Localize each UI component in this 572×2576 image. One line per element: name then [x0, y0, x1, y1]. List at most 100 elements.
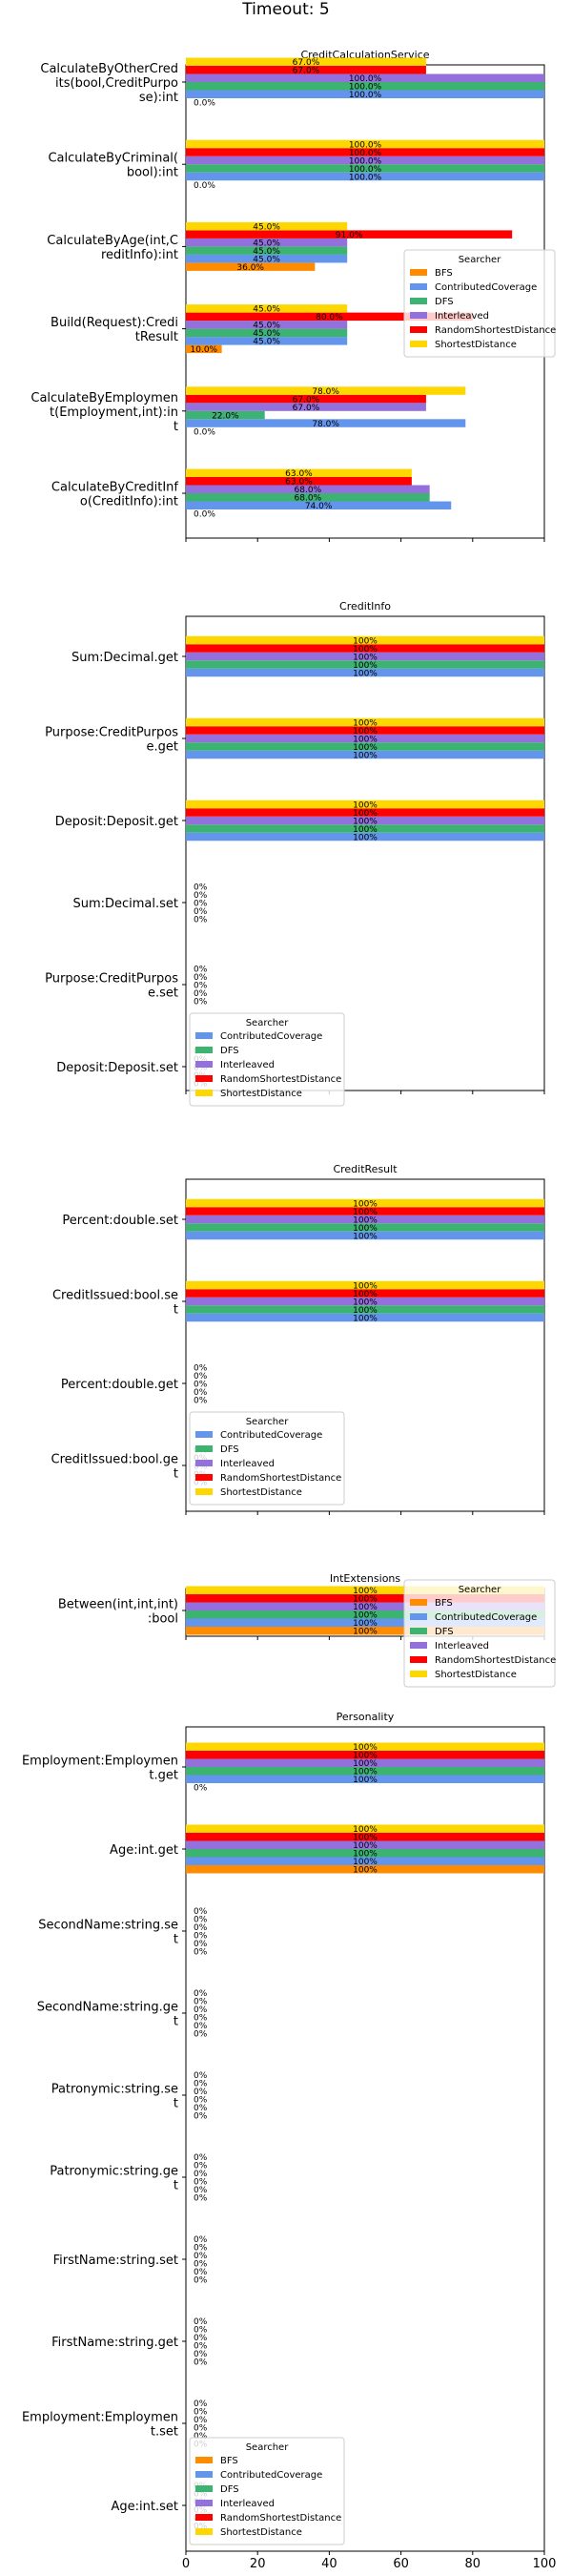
bar-value-label: 0% — [194, 2334, 208, 2343]
y-tick-label: reditInfo):int — [101, 248, 178, 262]
y-tick-label: Purpose:CreditPurpos — [45, 726, 178, 740]
legend-box — [189, 1012, 345, 1107]
bar-value-label: 0% — [194, 1998, 208, 2007]
legend-swatch-contributed-coverage — [195, 1431, 213, 1438]
legend-swatch-dfs — [195, 1047, 213, 1053]
legend-label-shortest-distance: ShortestDistance — [220, 2527, 302, 2538]
bar-contributed-coverage — [186, 419, 466, 427]
bar-value-label: 0% — [194, 2252, 208, 2261]
bar-value-label: 67.0% — [293, 67, 320, 76]
chart-title-personality: Personality — [337, 1711, 395, 1723]
bar-interleaved — [186, 321, 348, 329]
bar-value-label: 0% — [194, 2104, 208, 2113]
bar-value-label: 0% — [194, 2088, 208, 2097]
x-tick-label: 0 — [182, 2557, 190, 2571]
bar-value-label: 45.0% — [253, 255, 280, 264]
bar-contributed-coverage — [186, 1231, 544, 1240]
bar-value-label: 0% — [194, 899, 208, 908]
figure-title: Timeout: 5 — [242, 0, 330, 19]
bar-value-label: 0% — [194, 1907, 208, 1917]
y-tick-label: t — [174, 420, 178, 434]
bar-random-shortest-distance — [186, 644, 544, 653]
bar-value-label: 100% — [353, 1281, 378, 1291]
y-tick-label: CalculateByCreditInf — [51, 481, 178, 495]
bar-shortest-distance — [186, 1742, 544, 1751]
legend-swatch-interleaved — [195, 1061, 213, 1068]
bar-interleaved — [186, 816, 544, 825]
bar-dfs — [186, 328, 348, 338]
bar-value-label: 0.0% — [194, 181, 215, 191]
bar-value-label: 0% — [194, 883, 208, 892]
y-tick-label: Between(int,int,int) — [58, 1598, 178, 1612]
legend-label-interleaved: Interleaved — [220, 1459, 275, 1469]
bar-random-shortest-distance — [186, 726, 544, 735]
bar-value-label: 0% — [194, 2317, 208, 2327]
y-tick-label: Sum:Decimal.set — [72, 897, 178, 911]
bar-dfs — [186, 1305, 544, 1314]
bar-contributed-coverage — [186, 1775, 544, 1783]
bar-value-label: 100% — [353, 809, 378, 819]
bar-contributed-coverage — [186, 832, 544, 841]
bar-value-label: 22.0% — [212, 411, 239, 421]
y-tick-label: Percent:double.set — [62, 1214, 178, 1228]
legend-box — [403, 1579, 556, 1688]
bar-value-label: 100% — [353, 661, 378, 671]
bar-value-label: 100% — [353, 1866, 378, 1876]
bar-value-label: 0% — [194, 2170, 208, 2179]
bar-value-label: 100% — [353, 743, 378, 753]
bar-random-shortest-distance — [186, 808, 544, 817]
y-tick-label: CreditIssued:bool.ge — [51, 1453, 179, 1467]
bar-value-label: 36.0% — [236, 263, 264, 273]
bar-value-label: 0% — [194, 2153, 208, 2163]
bar-value-label: 10.0% — [191, 345, 218, 355]
bar-value-label: 100.0% — [349, 165, 382, 175]
y-tick-label: o(CreditInfo):int — [80, 495, 178, 509]
bar-value-label: 0% — [194, 2408, 208, 2418]
bar-dfs — [186, 164, 544, 173]
legend-swatch-shortest-distance — [410, 341, 427, 347]
bar-value-label: 100% — [353, 1628, 378, 1637]
legend-label-contributed-coverage: ContributedCoverage — [435, 1612, 537, 1623]
y-tick-label: t — [174, 2097, 178, 2111]
bar-value-label: 100% — [353, 1224, 378, 1234]
bar-value-label: 0% — [194, 1940, 208, 1949]
bar-value-label: 0% — [194, 2162, 208, 2171]
legend-label-contributed-coverage: ContributedCoverage — [435, 282, 537, 293]
bar-random-shortest-distance — [186, 1289, 544, 1298]
x-tick-label: 100 — [533, 2557, 557, 2571]
plot-frame — [185, 1726, 545, 2552]
y-tick-label: :bool — [148, 1612, 178, 1627]
y-tick-label: Deposit:Deposit.get — [55, 815, 178, 829]
y-tick-label: t(Employment,int):in — [50, 405, 178, 420]
bar-value-label: 0% — [194, 965, 208, 974]
legend-swatch-random-shortest-distance — [195, 2514, 213, 2521]
legend-swatch-interleaved — [195, 1460, 213, 1466]
legend-box — [189, 1411, 345, 1506]
legend-swatch-dfs — [410, 1628, 427, 1634]
legend-swatch-random-shortest-distance — [195, 1075, 213, 1082]
legend-title: Searcher — [246, 1417, 290, 1427]
bar-value-label: 100% — [353, 1776, 378, 1785]
bar-interleaved — [186, 1758, 544, 1767]
bar-value-label: 100% — [353, 1619, 378, 1629]
bar-value-label: 0% — [194, 2014, 208, 2024]
bar-value-label: 0% — [194, 2178, 208, 2188]
chart-title-int-extensions: IntExtensions — [330, 1572, 401, 1585]
bar-value-label: 0.0% — [194, 427, 215, 437]
bar-value-label: 45.0% — [253, 222, 280, 232]
bar-value-label: 0% — [194, 2080, 208, 2089]
bar-value-label: 100% — [353, 1290, 378, 1299]
y-tick-label: Percent:double.get — [61, 1378, 178, 1392]
bar-value-label: 100% — [353, 1850, 378, 1859]
bar-value-label: 100% — [353, 1858, 378, 1867]
bar-value-label: 45.0% — [253, 305, 280, 315]
plot-frame — [185, 615, 545, 1091]
bar-shortest-distance — [186, 1824, 544, 1833]
bar-value-label: 0% — [194, 989, 208, 999]
bar-value-label: 80.0% — [316, 313, 343, 322]
bar-value-label: 100% — [353, 1306, 378, 1316]
legend-swatch-bfs — [410, 269, 427, 276]
y-tick-label: SecondName:string.se — [38, 1919, 178, 1933]
bar-value-label: 100% — [353, 1752, 378, 1761]
bar-value-label: 0% — [194, 1396, 208, 1405]
